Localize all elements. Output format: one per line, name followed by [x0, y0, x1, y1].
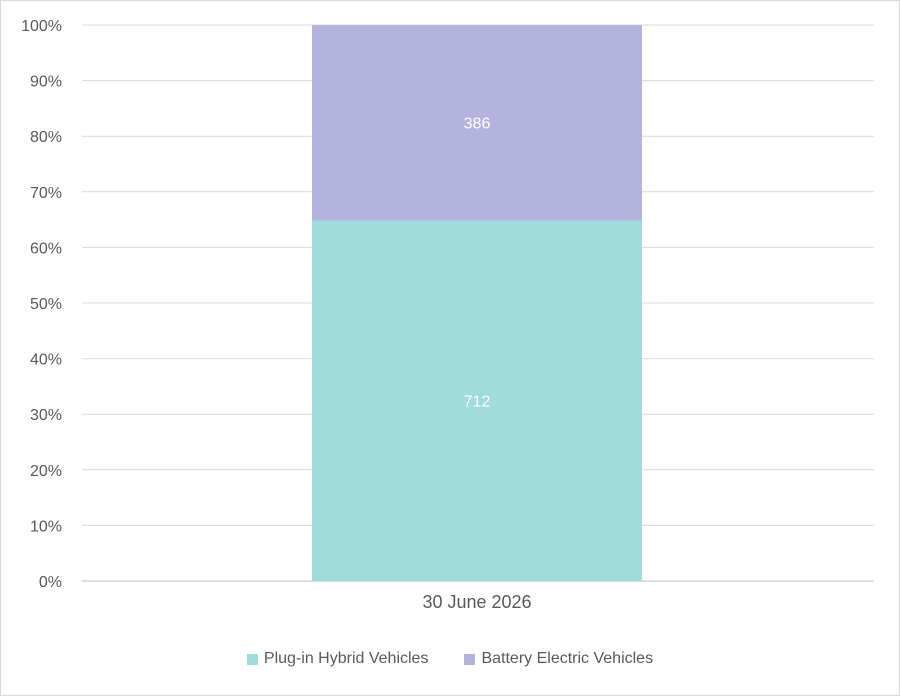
legend-swatch-plug-in-hybrid [246, 653, 258, 665]
y-tick-label: 30% [30, 407, 62, 424]
bars [312, 25, 642, 582]
legend-swatch-battery-electric [464, 653, 476, 665]
legend-label-plug-in-hybrid: Plug-in Hybrid Vehicles [263, 650, 429, 667]
y-tick-label: 40% [30, 352, 62, 369]
legend: Plug-in Hybrid Vehicles Battery Electric… [0, 650, 900, 668]
data-label-battery-electric-vehicles: 386 [464, 116, 491, 133]
y-tick-label: 0% [39, 574, 62, 591]
y-tick-label: 20% [30, 463, 62, 480]
y-tick-label: 100% [21, 18, 62, 35]
x-category-label: 30 June 2026 [422, 592, 531, 612]
bar-segment-battery-electric-vehicles [312, 25, 642, 221]
x-axis-category-labels: 30 June 2026 [422, 592, 531, 612]
data-labels: 712 386 [464, 116, 491, 411]
data-label-plug-in-hybrid-vehicles: 712 [464, 394, 491, 411]
y-tick-label: 10% [30, 518, 62, 535]
y-tick-label: 70% [30, 185, 62, 202]
y-tick-label: 80% [30, 129, 62, 146]
legend-item-plug-in-hybrid: Plug-in Hybrid Vehicles [246, 650, 429, 668]
bar-segment-plug-in-hybrid-vehicles [312, 220, 642, 582]
y-tick-label: 60% [30, 240, 62, 257]
y-axis-tick-labels: 0% 10% 20% 30% 40% 50% 60% 70% 80% 90% 100% [21, 18, 62, 591]
legend-label-battery-electric: Battery Electric Vehicles [481, 650, 654, 667]
legend-item-battery-electric: Battery Electric Vehicles [464, 650, 653, 668]
y-tick-label: 50% [30, 296, 62, 313]
y-tick-label: 90% [30, 74, 62, 91]
